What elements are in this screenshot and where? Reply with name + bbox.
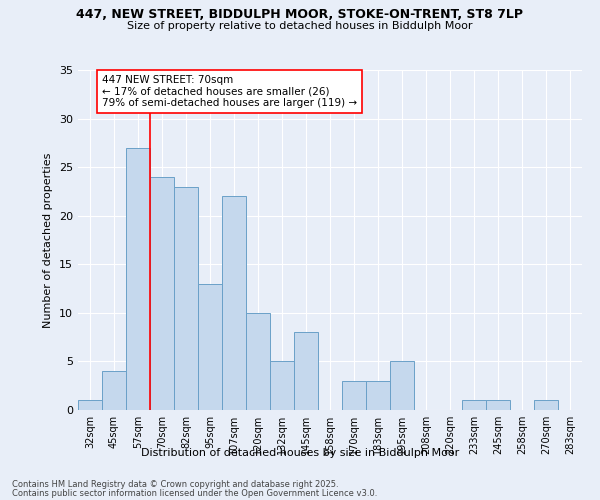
Bar: [198, 284, 222, 410]
Bar: [78, 400, 102, 410]
Text: 447 NEW STREET: 70sqm
← 17% of detached houses are smaller (26)
79% of semi-deta: 447 NEW STREET: 70sqm ← 17% of detached …: [102, 75, 357, 108]
Bar: [366, 381, 390, 410]
Bar: [270, 362, 294, 410]
Text: Distribution of detached houses by size in Biddulph Moor: Distribution of detached houses by size …: [141, 448, 459, 458]
Bar: [486, 400, 510, 410]
Bar: [126, 148, 150, 410]
Text: Size of property relative to detached houses in Biddulph Moor: Size of property relative to detached ho…: [127, 21, 473, 31]
Bar: [390, 362, 414, 410]
Y-axis label: Number of detached properties: Number of detached properties: [43, 152, 53, 328]
Text: 447, NEW STREET, BIDDULPH MOOR, STOKE-ON-TRENT, ST8 7LP: 447, NEW STREET, BIDDULPH MOOR, STOKE-ON…: [77, 8, 523, 20]
Bar: [102, 371, 126, 410]
Text: Contains HM Land Registry data © Crown copyright and database right 2025.: Contains HM Land Registry data © Crown c…: [12, 480, 338, 489]
Text: Contains public sector information licensed under the Open Government Licence v3: Contains public sector information licen…: [12, 489, 377, 498]
Bar: [294, 332, 318, 410]
Bar: [462, 400, 486, 410]
Bar: [342, 381, 366, 410]
Bar: [222, 196, 246, 410]
Bar: [534, 400, 558, 410]
Bar: [246, 313, 270, 410]
Bar: [174, 186, 198, 410]
Bar: [150, 177, 174, 410]
